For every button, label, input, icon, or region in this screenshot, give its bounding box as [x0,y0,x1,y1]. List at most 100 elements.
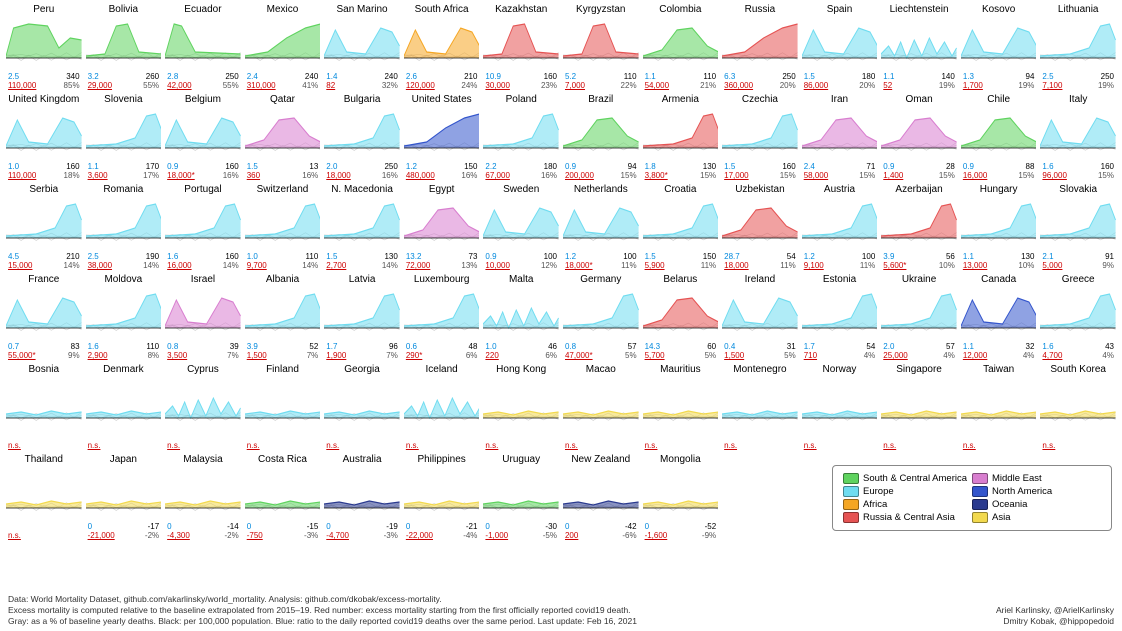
chart-title: France [6,274,82,285]
chart-title: Kyrgyzstan [563,4,639,15]
chart-title: Australia [324,454,400,465]
chart-title: Mongolia [643,454,719,465]
chart-stats: 1.6110 2,9008% [88,342,160,360]
sparkline [722,288,798,338]
chart-georgia: Georgia n.s. [324,364,400,452]
chart-stats: 0.9160 18,000*16% [167,162,239,180]
sparkline [86,378,162,428]
chart-stats: n.s. [485,441,557,450]
chart-stats: n.s. [8,441,80,450]
sparkline [1040,378,1116,428]
sparkline [802,198,878,248]
sparkline [404,468,480,518]
chart-oman: Oman 0.928 1,40015% [881,94,957,182]
chart-united-states: United States 1.2150 480,00016% [404,94,480,182]
chart-stats: 3.952 1,5007% [247,342,319,360]
chart-title: Portugal [165,184,241,195]
chart-spain: Spain 1.5180 86,00020% [802,4,878,92]
sparkline [881,108,957,158]
sparkline [802,18,878,68]
sparkline [404,288,480,338]
chart-armenia: Armenia 1.8130 3,800*15% [643,94,719,182]
chart-united-kingdom: United Kingdom 1.0160 110,00018% [6,94,82,182]
chart-title: Malaysia [165,454,241,465]
sparkline [961,18,1037,68]
sparkline [881,378,957,428]
chart-portugal: Portugal 1.6160 16,00014% [165,184,241,272]
chart-ireland: Ireland 0.431 1,5005% [722,274,798,362]
chart-stats: 0.857 47,000*5% [565,342,637,360]
chart-n-macedonia: N. Macedonia 1.5130 2,70014% [324,184,400,272]
chart-belarus: Belarus 14.360 5,7005% [643,274,719,362]
sparkline [802,378,878,428]
sparkline [722,378,798,428]
chart-mexico: Mexico 2.4240 310,00041% [245,4,321,92]
chart-title: Poland [483,94,559,105]
chart-greece: Greece 1.643 4,7004% [1040,274,1116,362]
footer-text: Data: World Mortality Dataset, github.co… [8,594,1114,627]
sparkline [961,198,1037,248]
chart-croatia: Croatia 1.5150 5,90011% [643,184,719,272]
chart-stats: 2.8250 42,00055% [167,72,239,90]
chart-title: Belgium [165,94,241,105]
chart-stats: 1.1130 13,00010% [963,252,1035,270]
chart-bulgaria: Bulgaria 2.0250 18,00016% [324,94,400,182]
chart-stats: 28.754 18,00011% [724,252,796,270]
chart-kosovo: Kosovo 1.394 1,70019% [961,4,1037,92]
chart-stats: 2.5190 38,00014% [88,252,160,270]
legend-item: North America [972,485,1101,498]
chart-title: Ecuador [165,4,241,15]
legend-item: Middle East [972,472,1101,485]
sparkline [165,108,241,158]
chart-stats: 1.1140 5219% [883,72,955,90]
chart-stats: 0.431 1,5005% [724,342,796,360]
sparkline [802,288,878,338]
chart-title: South Africa [404,4,480,15]
chart-montenegro: Montenegro n.s. [722,364,798,452]
chart-title: Philippines [404,454,480,465]
chart-title: Mexico [245,4,321,15]
legend-item: Oceania [972,498,1101,511]
chart-thailand: Thailand n.s. [6,454,82,542]
chart-stats: 0.928 1,40015% [883,162,955,180]
sparkline [324,108,400,158]
chart-title: Chile [961,94,1037,105]
chart-stats: n.s. [88,441,160,450]
chart-egypt: Egypt 13.273 72,00013% [404,184,480,272]
chart-title: Albania [245,274,321,285]
chart-australia: Australia 0-19 -4,700-3% [324,454,400,542]
sparkline [643,378,719,428]
chart-stats: 1.5150 5,90011% [645,252,717,270]
chart-stats: 0-19 -4,700-3% [326,522,398,540]
chart-title: Uzbekistan [722,184,798,195]
chart-title: Bosnia [6,364,82,375]
chart-russia: Russia 6.3250 360,00020% [722,4,798,92]
chart-bosnia: Bosnia n.s. [6,364,82,452]
sparkline [643,468,719,518]
chart-costa-rica: Costa Rica 0-15 -750-3% [245,454,321,542]
chart-stats: 1.2100 18,000*11% [565,252,637,270]
sparkline [643,198,719,248]
chart-hungary: Hungary 1.1130 13,00010% [961,184,1037,272]
chart-title: Kosovo [961,4,1037,15]
chart-stats: n.s. [247,441,319,450]
chart-norway: Norway n.s. [802,364,878,452]
sparkline [6,198,82,248]
chart-peru: Peru 2.5340 110,00085% [6,4,82,92]
chart-title: Iceland [404,364,480,375]
chart-title: Denmark [86,364,162,375]
chart-slovenia: Slovenia 1.1170 3,60017% [86,94,162,182]
sparkline [483,198,559,248]
sparkline [483,468,559,518]
chart-stats: n.s. [565,441,637,450]
chart-title: Armenia [643,94,719,105]
chart-stats: n.s. [724,441,796,450]
sparkline [563,378,639,428]
chart-uruguay: Uruguay 0-30 -1,000-5% [483,454,559,542]
sparkline [881,198,957,248]
chart-stats: n.s. [8,531,80,540]
chart-canada: Canada 1.132 12,0004% [961,274,1037,362]
chart-title: Romania [86,184,162,195]
sparkline [245,288,321,338]
chart-title: San Marino [324,4,400,15]
